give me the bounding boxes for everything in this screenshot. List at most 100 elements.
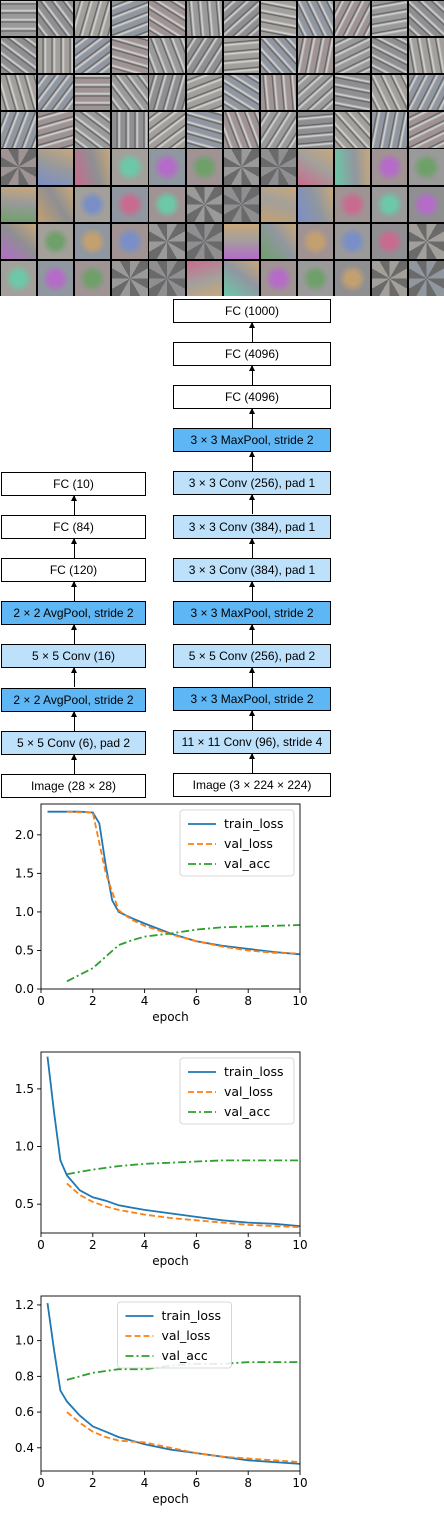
flow-arrow (249, 408, 255, 429)
filter-tile (149, 186, 185, 222)
filter-tile (409, 260, 444, 296)
flow-arrow (70, 753, 77, 774)
legend-box (179, 1057, 295, 1125)
filter-tile (1, 223, 37, 259)
series-line-val_acc (66, 1159, 300, 1176)
filter-tile (75, 260, 111, 296)
alexnet-layer-box: FC (4096) (173, 385, 331, 410)
filter-tile (75, 186, 111, 222)
training-curve-plot-2: 0 2 4 6 8 10 0.5 1.0 1.5 epoch train_loss val_lossv… (15, 1051, 308, 1268)
filter-tile (260, 149, 296, 185)
filter-tile (38, 186, 74, 222)
series-line-train_loss (47, 810, 301, 956)
legend-label-val_acc: val_acc (224, 856, 270, 871)
filter-tile (112, 1, 148, 37)
filter-tile (223, 75, 259, 111)
plot-frame (40, 803, 301, 990)
filter-tile (112, 38, 148, 74)
x-tick-label: 10 (292, 1476, 307, 1490)
filter-tile (409, 1, 444, 37)
y-tick-label: 1.5 (15, 866, 34, 880)
flow-arrow (249, 451, 255, 472)
y-tick-label: 1.5 (15, 1082, 34, 1096)
filter-tile (38, 223, 74, 259)
series-line-train_loss (46, 1302, 301, 1465)
alexnet-layer-box: FC (1000) (173, 299, 331, 323)
lenet-layer-box: 5 × 5 Conv (6), pad 2 (1, 730, 146, 755)
alexnet-layer-box: 3 × 3 Conv (384), pad 1 (173, 514, 331, 539)
filter-tile (38, 38, 74, 74)
y-tick-label: 1.0 (15, 1334, 34, 1348)
filter-tile (297, 223, 334, 259)
filter-tile (38, 260, 74, 296)
legend-label-val_acc: val_acc (162, 1348, 208, 1363)
filter-tile (372, 75, 408, 111)
series-line-val_loss (66, 810, 301, 955)
filter-tile (186, 75, 222, 111)
flow-arrow (249, 752, 255, 774)
filter-tile (372, 149, 408, 185)
lenet-layer-box: 5 × 5 Conv (16) (1, 644, 146, 669)
x-tick-label: 8 (244, 1238, 252, 1252)
filter-tile (334, 223, 371, 259)
filter-tile (38, 75, 74, 111)
x-axis-label: epoch (152, 1254, 189, 1268)
series-line-val_acc (66, 924, 301, 983)
filter-tile (334, 38, 371, 74)
flow-arrow (249, 580, 255, 601)
filter-tile (75, 223, 111, 259)
y-tick-label: 0.4 (15, 1441, 34, 1455)
alexnet-layer-box: 3 × 3 MaxPool, stride 2 (173, 600, 331, 625)
training-curve-plot-1: 0 2 4 6 8 10 0.0 0.5 1.0 1.5 2.0 epoch train_lossval… (15, 803, 308, 1024)
filter-tile (372, 260, 408, 296)
filter-tile (38, 149, 74, 185)
series-line-train_loss (46, 1056, 301, 1227)
filter-tile (75, 38, 111, 74)
filter-tile (409, 149, 444, 185)
filter-tile (372, 223, 408, 259)
alexnet-layer-box: 11 × 11 Conv (96), stride 4 (173, 730, 331, 754)
x-tick-label: 2 (89, 1238, 97, 1252)
flow-arrow (249, 623, 255, 644)
filter-tile (149, 1, 185, 37)
filter-tile (260, 75, 296, 111)
filter-tile (223, 149, 259, 185)
filter-tile (334, 112, 371, 148)
filter-tile (297, 112, 334, 148)
series-line-val_loss (66, 1411, 301, 1463)
filter-tile (38, 1, 74, 37)
filter-tile (260, 223, 296, 259)
filter-tile (334, 260, 371, 296)
plot-frame (40, 1295, 301, 1472)
filter-tile (149, 75, 185, 111)
flow-arrow (249, 321, 255, 343)
filter-tile (409, 186, 444, 222)
filter-tile (297, 75, 334, 111)
flow-arrow (249, 365, 255, 386)
legend-label-val_loss: val_loss (224, 836, 273, 851)
filter-tile (149, 260, 185, 296)
filter-tile (334, 186, 371, 222)
y-tick-label: 1.0 (15, 1140, 34, 1154)
filter-tile (1, 186, 37, 222)
alexnet-layer-box: FC (4096) (173, 342, 331, 367)
filter-tile (186, 1, 222, 37)
filter-tile (186, 223, 222, 259)
x-tick-label: 4 (141, 1238, 149, 1252)
filter-tile (186, 260, 222, 296)
filter-tile (1, 260, 37, 296)
filter-tile (372, 112, 408, 148)
x-axis-label: epoch (152, 1010, 189, 1024)
x-tick-label: 4 (141, 1476, 149, 1490)
alexnet-layer-box: 3 × 3 Conv (256), pad 1 (173, 471, 331, 496)
filter-tile (334, 75, 371, 111)
filter-tile (409, 38, 444, 74)
filter-tile (260, 1, 296, 37)
filter-tile (223, 223, 259, 259)
legend-label-val_loss: val_loss (224, 1084, 273, 1099)
legend-label-train_loss: train_loss (224, 1064, 284, 1079)
alexnet-layer-box: 3 × 3 Conv (384), pad 1 (173, 557, 331, 582)
filter-tile (75, 75, 111, 111)
x-tick-label: 10 (292, 994, 307, 1008)
legend-label-val_loss: val_loss (162, 1328, 211, 1343)
